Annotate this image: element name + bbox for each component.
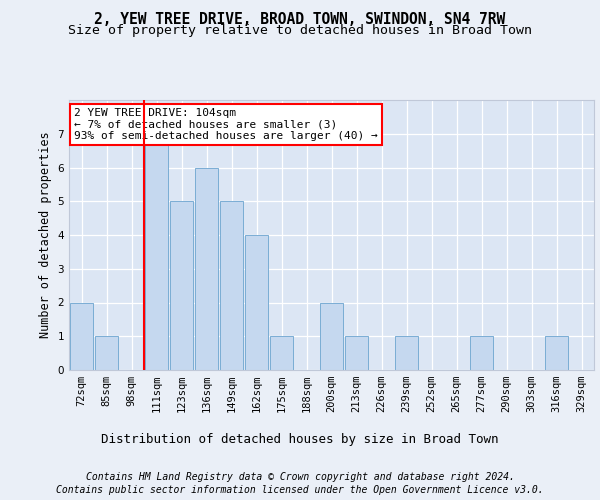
Text: Size of property relative to detached houses in Broad Town: Size of property relative to detached ho… [68, 24, 532, 37]
Bar [195, 168, 218, 370]
Text: 2, YEW TREE DRIVE, BROAD TOWN, SWINDON, SN4 7RW: 2, YEW TREE DRIVE, BROAD TOWN, SWINDON, … [94, 12, 506, 28]
Bar [70, 302, 93, 370]
Bar [95, 336, 118, 370]
Bar [345, 336, 368, 370]
Bar [395, 336, 418, 370]
Bar [270, 336, 293, 370]
Bar [245, 235, 268, 370]
Bar [145, 134, 168, 370]
Text: 2 YEW TREE DRIVE: 104sqm
← 7% of detached houses are smaller (3)
93% of semi-det: 2 YEW TREE DRIVE: 104sqm ← 7% of detache… [74, 108, 378, 142]
Bar [170, 201, 193, 370]
Bar [545, 336, 568, 370]
Bar [320, 302, 343, 370]
Text: Contains HM Land Registry data © Crown copyright and database right 2024.: Contains HM Land Registry data © Crown c… [86, 472, 514, 482]
Bar [470, 336, 493, 370]
Y-axis label: Number of detached properties: Number of detached properties [39, 132, 52, 338]
Text: Distribution of detached houses by size in Broad Town: Distribution of detached houses by size … [101, 432, 499, 446]
Text: Contains public sector information licensed under the Open Government Licence v3: Contains public sector information licen… [56, 485, 544, 495]
Bar [220, 201, 243, 370]
